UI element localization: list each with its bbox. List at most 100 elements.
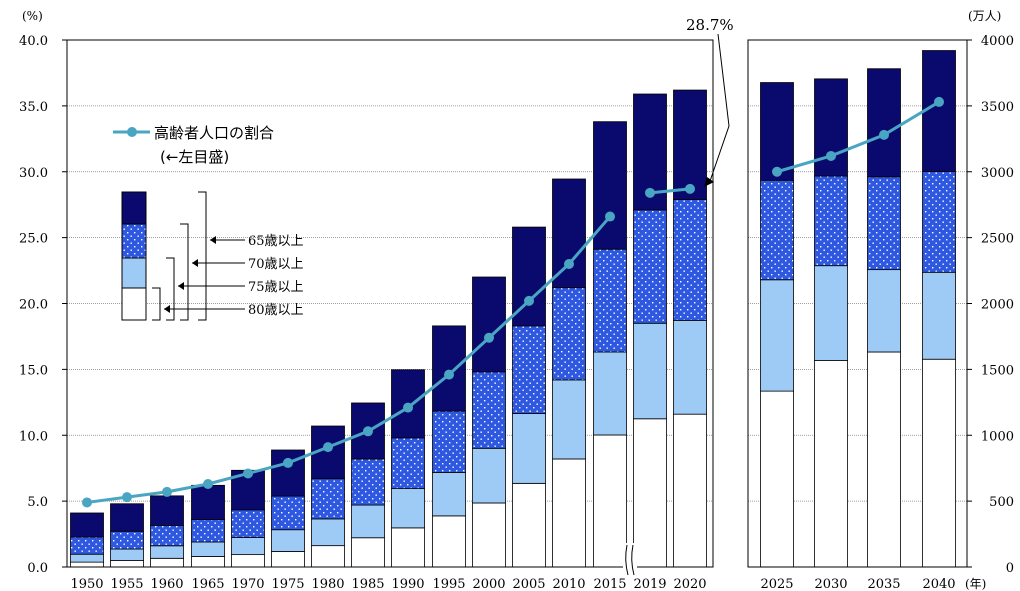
ratio-point-1950 — [82, 497, 92, 508]
ratio-point-2000 — [484, 332, 494, 343]
x-tick-label-1975: 1975 — [271, 577, 304, 591]
right-axis-unit: (万人) — [968, 9, 1001, 23]
x-tick-label-2005: 2005 — [512, 577, 545, 591]
left-axis-unit: (%) — [22, 9, 43, 23]
left-tick-label: 25.0 — [19, 232, 48, 247]
left-tick-label: 15.0 — [19, 363, 48, 378]
bar-age80plus-1990 — [391, 527, 425, 568]
bar-age75_79-2040 — [922, 271, 956, 360]
bar-age80plus-1980 — [311, 545, 345, 568]
right-tick-label: 4000 — [981, 34, 1014, 49]
bar-age80plus-2035 — [867, 351, 901, 568]
bar-age65_69-2035 — [867, 68, 901, 178]
bar-age65_69-1995 — [432, 325, 466, 412]
bar-age80plus-1970 — [231, 554, 265, 568]
bar-age70_74-1960 — [150, 524, 184, 547]
bar-age80plus-2000 — [472, 502, 506, 568]
bar-age70_74-1955 — [110, 530, 144, 550]
bar-age80plus-2015 — [593, 434, 627, 568]
bar-age70_74-2035 — [867, 176, 901, 271]
ratio-line-segment-0 — [86, 215, 612, 504]
ratio-point-1955 — [122, 492, 132, 503]
left-tick-label: 10.0 — [19, 429, 48, 444]
bar-age65_69-2025 — [760, 82, 794, 181]
bar-age70_74-1950 — [70, 536, 104, 555]
bar-age70_74-2019 — [633, 209, 667, 324]
callout-2020: 28.7% — [686, 16, 734, 187]
x-tick-label-2035: 2035 — [867, 577, 900, 591]
axes — [62, 39, 972, 568]
bar-age70_74-2040 — [922, 171, 956, 273]
bar-age80plus-1995 — [432, 515, 466, 568]
bar-age80plus-2025 — [760, 390, 794, 568]
left-tick-label: 20.0 — [19, 298, 48, 313]
bar-age80plus-1965 — [191, 556, 225, 568]
tick-labels: 0.0 5.0 10.0 15.0 20.0 25.0 30.0 35.0 40.0 0 500 10… — [19, 34, 1014, 591]
right-tick-label: 1500 — [981, 363, 1014, 378]
ratio-point-1965 — [203, 478, 213, 489]
bar-age70_74-2030 — [814, 175, 848, 267]
bar-age75_79-2025 — [760, 279, 794, 392]
bar-age75_79-1955 — [110, 548, 144, 561]
ratio-point-2025 — [772, 166, 782, 177]
legend-label-70: 70歳以上 — [248, 257, 304, 272]
x-tick-label-1955: 1955 — [110, 577, 143, 591]
bar-age65_69-2020 — [673, 89, 707, 200]
bar-age65_69-1955 — [110, 503, 144, 532]
left-tick-label: 30.0 — [19, 166, 48, 181]
left-tick-label: 35.0 — [19, 100, 48, 115]
bar-age75_79-1990 — [391, 488, 425, 529]
bar-age75_79-1980 — [311, 518, 345, 547]
x-tick-label-1965: 1965 — [191, 577, 224, 591]
bar-age70_74-2000 — [472, 371, 506, 449]
ratio-point-1990 — [403, 402, 413, 413]
bar-age75_79-1960 — [150, 545, 184, 559]
bar-age80plus-2020 — [673, 413, 707, 568]
bar-age65_69-2000 — [472, 276, 506, 373]
ratio-point-1980 — [323, 442, 333, 453]
bar-age75_79-2000 — [472, 447, 506, 504]
ratio-point-2015 — [605, 211, 615, 222]
ratio-point-1960 — [162, 486, 172, 497]
ratio-point-2035 — [879, 129, 889, 140]
bar-age75_79-1975 — [271, 529, 305, 552]
x-tick-label-2020: 2020 — [673, 577, 706, 591]
ratio-point-2019 — [645, 187, 655, 198]
right-tick-label: 1000 — [981, 429, 1014, 444]
bar-age70_74-1980 — [311, 478, 345, 520]
x-axis-unit: (年) — [965, 577, 986, 591]
x-tick-label-2010: 2010 — [552, 577, 585, 591]
ratio-line-segment-1 — [649, 187, 691, 195]
bar-age80plus-1960 — [150, 557, 184, 568]
right-tick-label: 3000 — [981, 166, 1014, 181]
x-tick-label-2040: 2040 — [922, 577, 955, 591]
bar-age65_69-2030 — [814, 78, 848, 177]
bar-age70_74-2010 — [552, 287, 586, 381]
ratio-point-2030 — [826, 150, 836, 161]
bar-age65_69-1965 — [191, 484, 225, 520]
right-tick-label: 3500 — [981, 100, 1014, 115]
bar-age80plus-1985 — [351, 537, 385, 568]
ratio-point-1975 — [283, 457, 293, 468]
bar-age80plus-2040 — [922, 358, 956, 568]
legend-ratio-line: 高齢者人口の割合 (←左目盛) — [113, 124, 274, 166]
legend-age-groups: 65歳以上 70歳以上 75歳以上 80歳以上 — [121, 191, 304, 321]
ratio-point-2040 — [934, 96, 944, 107]
bar-age70_74-1990 — [391, 437, 425, 490]
bar-age75_79-1995 — [432, 472, 466, 517]
bar-age65_69-1960 — [150, 495, 184, 526]
bar-age75_79-2010 — [552, 379, 586, 460]
bars — [70, 50, 956, 568]
bar-age70_74-1985 — [351, 458, 385, 506]
legend-line-label: 高齢者人口の割合 — [154, 124, 274, 142]
x-tick-label-2030: 2030 — [814, 577, 847, 591]
bar-age80plus-2010 — [552, 458, 586, 568]
bar-age80plus-2019 — [633, 418, 667, 568]
x-tick-label-1980: 1980 — [311, 577, 344, 591]
bar-age65_69-2010 — [552, 178, 586, 289]
bar-age80plus-2030 — [814, 360, 848, 568]
bar-age75_79-2019 — [633, 322, 667, 420]
bar-age80plus-1955 — [110, 560, 144, 568]
bar-age80plus-1975 — [271, 551, 305, 568]
